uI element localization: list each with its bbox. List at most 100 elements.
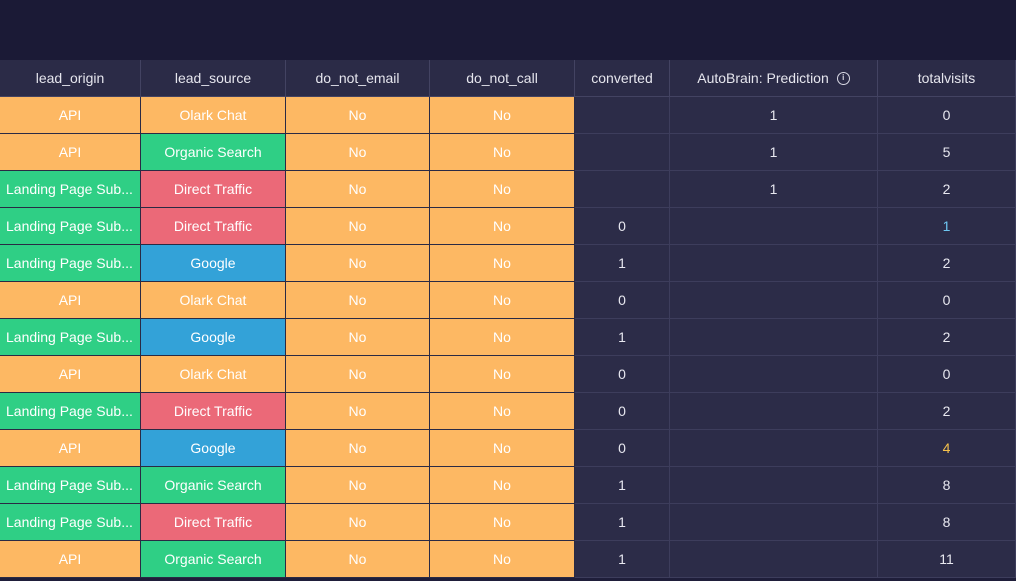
cell-do-not-email[interactable]: No — [286, 97, 430, 134]
cell-prediction[interactable] — [670, 245, 878, 282]
cell-do-not-call[interactable]: No — [430, 393, 575, 430]
cell-totalvisits[interactable]: 8 — [878, 467, 1016, 504]
cell-converted[interactable] — [575, 171, 670, 208]
cell-prediction[interactable] — [670, 467, 878, 504]
cell-lead-origin[interactable]: API — [0, 282, 141, 319]
cell-do-not-call[interactable]: No — [430, 319, 575, 356]
cell-prediction[interactable]: 1 — [670, 97, 878, 134]
cell-totalvisits[interactable]: 2 — [878, 245, 1016, 282]
cell-totalvisits[interactable]: 0 — [878, 97, 1016, 134]
cell-lead-source[interactable]: Direct Traffic — [141, 393, 286, 430]
cell-lead-source[interactable]: Olark Chat — [141, 356, 286, 393]
cell-lead-origin[interactable]: Landing Page Sub... — [0, 171, 141, 208]
cell-converted[interactable]: 1 — [575, 541, 670, 578]
cell-lead-origin[interactable]: Landing Page Sub... — [0, 504, 141, 541]
header-converted[interactable]: converted — [575, 60, 670, 97]
cell-prediction[interactable] — [670, 541, 878, 578]
cell-do-not-email[interactable]: No — [286, 208, 430, 245]
cell-lead-origin[interactable]: Landing Page Sub... — [0, 393, 141, 430]
cell-do-not-call[interactable]: No — [430, 171, 575, 208]
cell-do-not-email[interactable]: No — [286, 319, 430, 356]
cell-do-not-email[interactable]: No — [286, 430, 430, 467]
cell-do-not-email[interactable]: No — [286, 171, 430, 208]
header-do-not-call[interactable]: do_not_call — [430, 60, 575, 97]
cell-totalvisits[interactable]: 8 — [878, 504, 1016, 541]
cell-converted[interactable]: 0 — [575, 393, 670, 430]
cell-do-not-call[interactable]: No — [430, 430, 575, 467]
cell-lead-source[interactable]: Direct Traffic — [141, 504, 286, 541]
cell-lead-origin[interactable]: API — [0, 356, 141, 393]
cell-totalvisits[interactable]: 0 — [878, 282, 1016, 319]
cell-totalvisits[interactable]: 0 — [878, 356, 1016, 393]
cell-lead-source[interactable]: Google — [141, 319, 286, 356]
cell-converted[interactable] — [575, 134, 670, 171]
cell-do-not-call[interactable]: No — [430, 541, 575, 578]
header-lead-source[interactable]: lead_source — [141, 60, 286, 97]
cell-prediction[interactable] — [670, 282, 878, 319]
cell-do-not-email[interactable]: No — [286, 245, 430, 282]
cell-prediction[interactable] — [670, 430, 878, 467]
cell-lead-origin[interactable]: Landing Page Sub... — [0, 467, 141, 504]
cell-converted[interactable] — [575, 97, 670, 134]
cell-do-not-call[interactable]: No — [430, 245, 575, 282]
cell-do-not-email[interactable]: No — [286, 356, 430, 393]
cell-do-not-email[interactable]: No — [286, 467, 430, 504]
cell-lead-origin[interactable]: Landing Page Sub... — [0, 319, 141, 356]
cell-lead-source[interactable]: Google — [141, 245, 286, 282]
cell-lead-source[interactable]: Direct Traffic — [141, 208, 286, 245]
cell-lead-source[interactable]: Direct Traffic — [141, 171, 286, 208]
cell-prediction[interactable] — [670, 393, 878, 430]
cell-do-not-call[interactable]: No — [430, 134, 575, 171]
cell-converted[interactable]: 0 — [575, 356, 670, 393]
cell-prediction[interactable] — [670, 208, 878, 245]
cell-totalvisits[interactable]: 2 — [878, 319, 1016, 356]
cell-lead-origin[interactable]: API — [0, 97, 141, 134]
cell-prediction[interactable] — [670, 356, 878, 393]
cell-prediction[interactable] — [670, 504, 878, 541]
cell-converted[interactable]: 1 — [575, 319, 670, 356]
cell-lead-source[interactable]: Olark Chat — [141, 282, 286, 319]
info-icon[interactable]: i — [836, 71, 850, 85]
cell-lead-origin[interactable]: Landing Page Sub... — [0, 208, 141, 245]
cell-do-not-email[interactable]: No — [286, 134, 430, 171]
cell-converted[interactable]: 1 — [575, 467, 670, 504]
cell-converted[interactable]: 0 — [575, 208, 670, 245]
cell-lead-source[interactable]: Organic Search — [141, 467, 286, 504]
cell-do-not-email[interactable]: No — [286, 504, 430, 541]
cell-do-not-call[interactable]: No — [430, 467, 575, 504]
cell-converted[interactable]: 0 — [575, 282, 670, 319]
cell-lead-origin[interactable]: API — [0, 541, 141, 578]
cell-totalvisits[interactable]: 11 — [878, 541, 1016, 578]
header-totalvisits[interactable]: totalvisits — [878, 60, 1016, 97]
cell-lead-source[interactable]: Olark Chat — [141, 97, 286, 134]
cell-do-not-email[interactable]: No — [286, 541, 430, 578]
cell-lead-source[interactable]: Organic Search — [141, 541, 286, 578]
cell-lead-origin[interactable]: Landing Page Sub... — [0, 245, 141, 282]
cell-totalvisits[interactable]: 5 — [878, 134, 1016, 171]
cell-lead-source[interactable]: Organic Search — [141, 134, 286, 171]
header-autobrain-prediction[interactable]: AutoBrain: Prediction i — [670, 60, 878, 97]
cell-converted[interactable]: 0 — [575, 430, 670, 467]
cell-do-not-email[interactable]: No — [286, 282, 430, 319]
cell-do-not-call[interactable]: No — [430, 282, 575, 319]
header-do-not-email[interactable]: do_not_email — [286, 60, 430, 97]
header-lead-origin[interactable]: lead_origin — [0, 60, 141, 97]
cell-totalvisits[interactable]: 2 — [878, 393, 1016, 430]
cell-prediction[interactable]: 1 — [670, 134, 878, 171]
cell-prediction[interactable] — [670, 319, 878, 356]
cell-totalvisits[interactable]: 2 — [878, 171, 1016, 208]
data-table[interactable]: lead_origin lead_source do_not_email do_not… — [0, 60, 1016, 581]
cell-prediction[interactable]: 1 — [670, 171, 878, 208]
cell-totalvisits[interactable]: 4 — [878, 430, 1016, 467]
cell-converted[interactable]: 1 — [575, 245, 670, 282]
cell-do-not-call[interactable]: No — [430, 504, 575, 541]
cell-totalvisits[interactable]: 1 — [878, 208, 1016, 245]
cell-do-not-call[interactable]: No — [430, 97, 575, 134]
cell-do-not-call[interactable]: No — [430, 208, 575, 245]
cell-do-not-call[interactable]: No — [430, 356, 575, 393]
cell-do-not-email[interactable]: No — [286, 393, 430, 430]
cell-lead-origin[interactable]: API — [0, 430, 141, 467]
cell-lead-origin[interactable]: API — [0, 134, 141, 171]
cell-lead-source[interactable]: Google — [141, 430, 286, 467]
cell-converted[interactable]: 1 — [575, 504, 670, 541]
